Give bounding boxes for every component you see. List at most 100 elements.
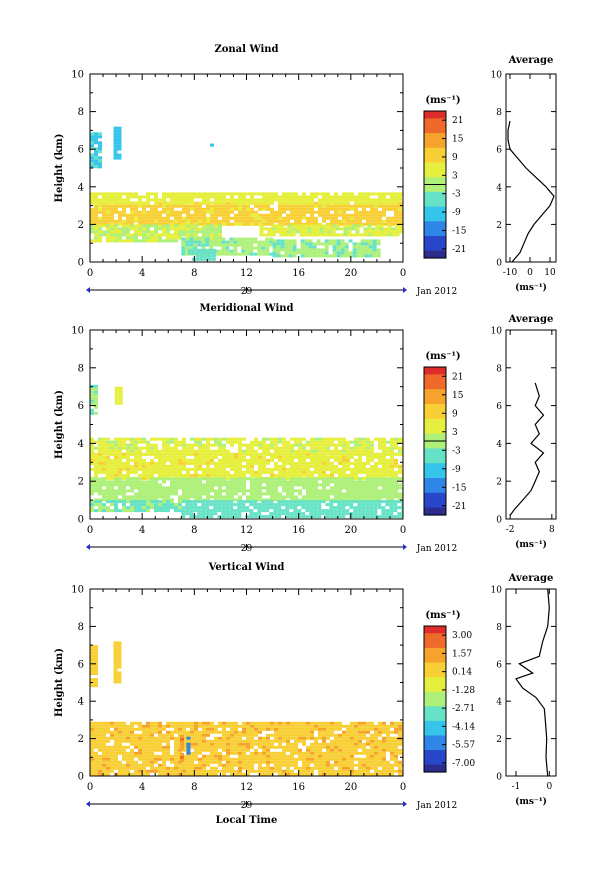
data-cell <box>98 509 102 513</box>
data-cell <box>258 213 262 217</box>
data-cell <box>230 440 234 444</box>
data-cell <box>342 495 346 499</box>
data-cell <box>365 512 370 516</box>
data-cell <box>230 483 234 487</box>
data-cell <box>118 392 123 396</box>
data-cell <box>202 224 206 228</box>
data-cell <box>249 500 254 504</box>
data-cell <box>178 192 182 196</box>
data-cell <box>342 201 346 205</box>
data-cell <box>162 239 166 243</box>
data-cell <box>122 757 126 761</box>
data-cell <box>265 249 270 253</box>
data-cell <box>354 464 358 468</box>
data-cell <box>122 751 126 755</box>
data-cell <box>194 766 198 770</box>
data-cell <box>322 455 326 459</box>
data-cell <box>237 515 242 519</box>
data-cell <box>186 230 190 234</box>
data-cell <box>318 763 322 767</box>
data-cell <box>138 724 142 728</box>
data-cell <box>114 437 118 441</box>
data-cell <box>358 760 362 764</box>
data-cell <box>154 742 158 746</box>
data-cell <box>306 721 310 725</box>
data-cell <box>274 437 278 441</box>
data-cell <box>110 748 114 752</box>
data-cell <box>278 730 282 734</box>
data-cell <box>294 477 298 481</box>
data-cell <box>258 477 262 481</box>
data-cell <box>106 470 110 474</box>
data-cell <box>126 498 130 502</box>
data-cell <box>134 207 138 211</box>
data-cell <box>242 443 246 447</box>
data-cell <box>158 464 162 468</box>
data-cell <box>362 443 366 447</box>
data-cell <box>98 239 102 243</box>
data-cell <box>334 769 338 773</box>
data-cell <box>341 515 346 519</box>
data-cell <box>357 503 362 507</box>
data-cell <box>213 503 218 507</box>
data-cell <box>389 506 394 510</box>
data-cell <box>98 461 102 465</box>
data-cell <box>365 509 370 513</box>
data-cell <box>199 254 204 258</box>
date-tick-label: 29 <box>241 287 253 297</box>
data-cell <box>363 233 368 237</box>
data-cell <box>353 500 358 504</box>
data-cell <box>134 480 138 484</box>
panel-title: Meridional Wind <box>199 303 293 314</box>
data-cell <box>190 730 194 734</box>
data-cell <box>358 219 362 223</box>
data-cell <box>335 224 340 228</box>
data-cell <box>340 254 345 258</box>
data-cell <box>238 757 242 761</box>
data-cell <box>278 751 282 755</box>
data-cell <box>222 210 226 214</box>
data-cell <box>170 455 174 459</box>
data-cell <box>178 506 182 510</box>
data-cell <box>346 443 350 447</box>
data-cell <box>98 739 102 743</box>
data-cell <box>254 192 258 196</box>
data-cell <box>106 227 110 231</box>
data-cell <box>270 198 274 202</box>
data-cell <box>358 470 362 474</box>
data-cell <box>326 222 330 226</box>
data-cell <box>270 201 274 205</box>
x-tick-label: 4 <box>139 525 145 536</box>
data-cell <box>98 503 102 507</box>
data-cell <box>126 239 130 243</box>
data-cell <box>217 509 222 513</box>
data-cell <box>304 251 309 255</box>
data-cell <box>126 509 130 513</box>
data-cell <box>326 733 330 737</box>
data-cell <box>90 506 94 510</box>
data-cell <box>354 452 358 456</box>
data-cell <box>134 470 138 474</box>
data-cell <box>302 198 306 202</box>
data-cell <box>374 461 378 465</box>
data-cell <box>298 210 302 214</box>
data-cell <box>386 201 390 205</box>
data-cell <box>318 207 322 211</box>
colorbar-segment <box>424 381 446 387</box>
data-cell <box>374 473 378 477</box>
data-cell <box>282 204 286 208</box>
data-cell <box>379 230 384 234</box>
data-cell <box>304 242 309 246</box>
data-cell <box>354 437 358 441</box>
data-cell <box>393 503 398 507</box>
data-cell <box>198 757 202 761</box>
data-cell <box>242 207 246 211</box>
data-cell <box>202 730 206 734</box>
data-cell <box>322 440 326 444</box>
data-cell <box>297 515 302 519</box>
data-cell <box>170 500 174 504</box>
data-cell <box>238 483 242 487</box>
data-cell <box>185 512 190 516</box>
data-cell <box>306 492 310 496</box>
data-cell <box>262 760 266 764</box>
